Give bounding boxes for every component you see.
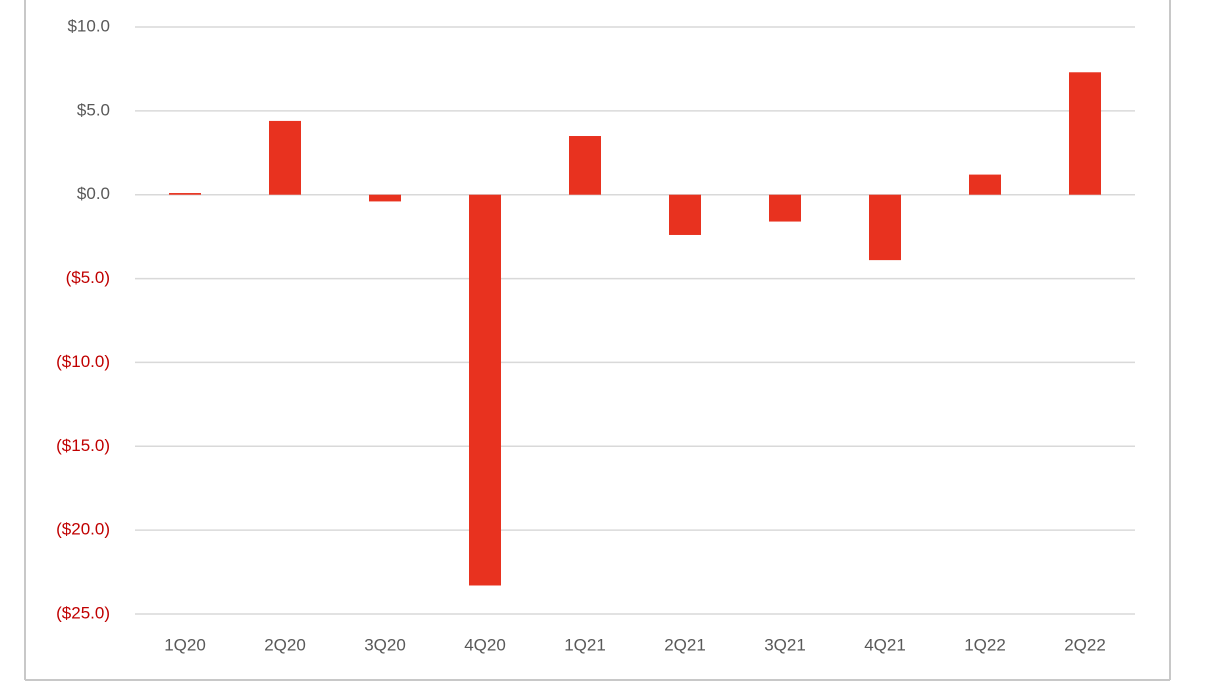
bar	[569, 136, 601, 195]
y-tick-label: ($10.0)	[56, 352, 110, 371]
y-tick-label: $0.0	[77, 184, 110, 203]
x-tick-label: 3Q21	[764, 635, 806, 654]
x-tick-label: 3Q20	[364, 635, 406, 654]
y-tick-label: ($5.0)	[66, 268, 110, 287]
x-tick-label: 4Q21	[864, 635, 906, 654]
y-tick-label: ($25.0)	[56, 603, 110, 622]
x-tick-label: 2Q20	[264, 635, 306, 654]
x-tick-label: 1Q22	[964, 635, 1006, 654]
bar	[469, 194, 501, 586]
x-tick-label: 2Q22	[1064, 635, 1106, 654]
bar	[269, 120, 301, 195]
bar	[369, 194, 401, 202]
x-tick-label: 4Q20	[464, 635, 506, 654]
x-tick-label: 2Q21	[664, 635, 706, 654]
x-tick-label: 1Q20	[164, 635, 206, 654]
bar	[769, 194, 801, 222]
bar	[169, 193, 201, 195]
x-tick-label: 1Q21	[564, 635, 606, 654]
bar	[969, 174, 1001, 195]
bar	[1069, 72, 1101, 195]
bar	[869, 194, 901, 261]
bar	[669, 194, 701, 235]
y-tick-label: $10.0	[67, 16, 110, 35]
y-tick-label: ($15.0)	[56, 436, 110, 455]
y-tick-label: $5.0	[77, 100, 110, 119]
y-tick-label: ($20.0)	[56, 520, 110, 539]
